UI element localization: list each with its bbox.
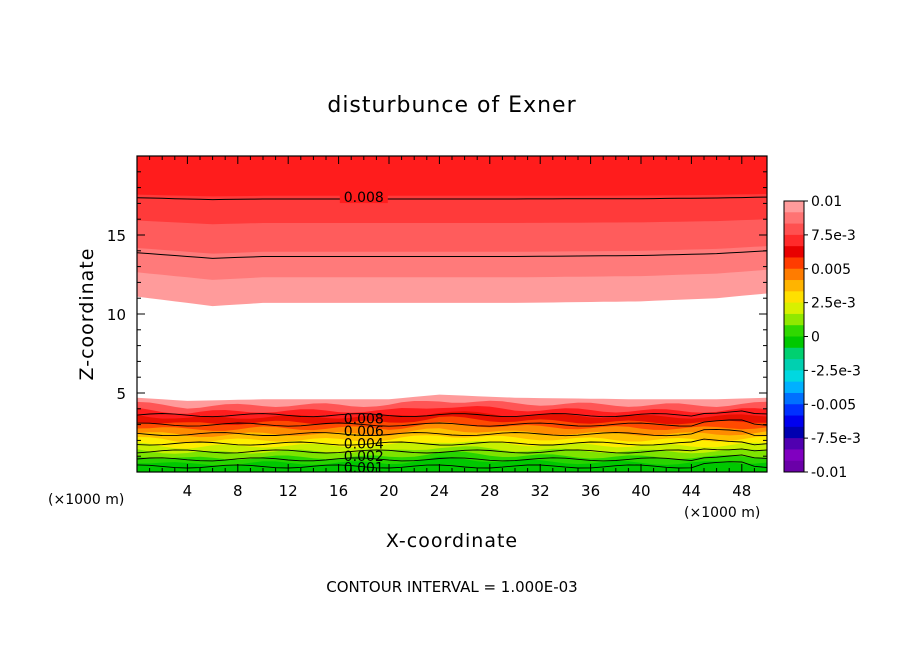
colorbar-cell (784, 313, 804, 326)
contour-lines (136, 196, 768, 469)
colorbar-cell (784, 280, 804, 292)
contour-interval-note: CONTOUR INTERVAL = 1.000E-03 (326, 578, 577, 596)
colorbar-cell (784, 268, 804, 281)
contour-label: 0.006 (344, 424, 384, 440)
svg-text:0.006: 0.006 (344, 424, 384, 440)
contour-label: 0.008 (344, 411, 384, 427)
colorbar-cell (784, 426, 804, 439)
colorbar-label: -0.01 (811, 465, 847, 481)
svg-text:0.002: 0.002 (344, 449, 384, 465)
svg-text:0.004: 0.004 (344, 437, 384, 453)
x-tick-label: 40 (631, 482, 650, 500)
colorbar-cell (784, 404, 804, 417)
contour-line (136, 448, 768, 454)
contour-fills (137, 156, 767, 472)
colorbar-cell (784, 212, 804, 225)
x-tick-label: 44 (682, 482, 701, 500)
colorbar-cell (784, 291, 804, 304)
y-tick-label: 5 (116, 385, 126, 403)
colorbar: 0.01 7.5e-3 0.005 2.5e-3 0 -2.5e-3 -0.005 -7.5e… (783, 194, 861, 481)
y-tick-label: 15 (107, 227, 126, 245)
contour-line (136, 419, 768, 427)
x-tick-label: 8 (233, 482, 243, 500)
colorbar-cell (784, 302, 804, 315)
x-tick-label: 24 (430, 482, 449, 500)
x-tick-label: 28 (480, 482, 499, 500)
colorbar-label: 2.5e-3 (811, 296, 856, 312)
x-tick-label: 16 (329, 482, 348, 500)
colorbar-cell (784, 392, 804, 405)
x-unit-right: (×1000 m) (684, 505, 760, 521)
y-tick-label: 10 (107, 306, 126, 324)
colorbar-labels: 0.01 7.5e-3 0.005 2.5e-3 0 -2.5e-3 -0.005 -7.5e… (804, 194, 861, 481)
contour-line (136, 250, 768, 259)
x-tick-labels: 4 8 12 16 20 24 28 32 36 40 44 48 (183, 482, 752, 500)
colorbar-cell (784, 359, 804, 371)
colorbar-cell (784, 381, 804, 394)
contour-line (136, 196, 768, 201)
colorbar-label: 0.01 (811, 194, 842, 210)
chart-title: disturbunce of Exner (327, 93, 576, 118)
colorbar-cell (784, 438, 804, 450)
colorbar-cells (784, 201, 804, 473)
y-tick-labels: 5 10 15 (107, 227, 126, 403)
x-tick-label: 12 (279, 482, 298, 500)
x-tick-label: 48 (732, 482, 751, 500)
x-tick-label: 4 (183, 482, 193, 500)
contour-label: 0.002 (344, 449, 384, 465)
contour-band-upper (137, 156, 767, 197)
contour-label: 0.001 (344, 460, 384, 476)
x-axis-label: X-coordinate (386, 530, 518, 552)
contour-line (136, 438, 768, 446)
colorbar-cell (784, 449, 804, 462)
colorbar-cell (784, 415, 804, 428)
colorbar-cell (784, 234, 804, 247)
y-axis-label: Z-coordinate (76, 248, 98, 381)
contour-line (136, 454, 768, 462)
x-unit-left: (×1000 m) (48, 492, 124, 508)
x-tick-label: 32 (531, 482, 550, 500)
colorbar-cell (784, 223, 804, 236)
x-tick-label: 20 (379, 482, 398, 500)
colorbar-label: -7.5e-3 (811, 431, 861, 447)
colorbar-label: -2.5e-3 (811, 363, 861, 379)
colorbar-cell (784, 347, 804, 360)
contour-line (136, 410, 768, 418)
svg-text:0.008: 0.008 (344, 411, 384, 427)
svg-text:0.008: 0.008 (344, 190, 384, 206)
contour-label: 0.008 (339, 189, 388, 206)
contour-line (136, 428, 768, 437)
colorbar-cell (784, 325, 804, 337)
colorbar-label: 0 (811, 330, 820, 346)
axis-ticks (137, 156, 767, 472)
colorbar-cell (784, 201, 804, 213)
colorbar-cell (784, 257, 804, 270)
x-tick-label: 36 (581, 482, 600, 500)
colorbar-cell (784, 460, 804, 473)
colorbar-label: -0.005 (811, 397, 856, 413)
colorbar-label: 0.005 (811, 262, 851, 278)
contour-line (136, 461, 768, 469)
colorbar-cell (784, 370, 804, 383)
colorbar-cell (784, 246, 804, 258)
colorbar-label: 7.5e-3 (811, 228, 856, 244)
colorbar-cell (784, 336, 804, 349)
contour-label: 0.004 (344, 437, 384, 453)
